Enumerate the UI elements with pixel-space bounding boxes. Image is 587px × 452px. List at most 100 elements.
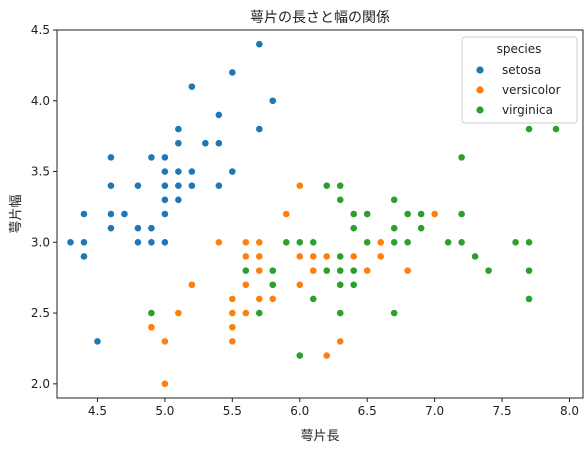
legend-box [461,36,578,124]
legend: species setosa versicolor virginica [461,36,578,124]
data-point-virginica [322,266,331,275]
data-point-setosa [93,337,102,346]
data-point-virginica [349,280,358,289]
data-point-versicolor [309,266,318,275]
data-point-versicolor [228,295,237,303]
x-tick-label: 7.0 [425,404,444,418]
data-point-versicolor [295,252,304,261]
legend-label-versicolor: versicolor [502,83,561,97]
data-point-setosa [107,153,115,162]
data-point-versicolor [241,238,250,247]
data-point-virginica [457,238,466,247]
data-point-setosa [107,224,115,233]
data-point-virginica [525,295,533,303]
data-point-virginica [349,224,358,233]
data-point-setosa [147,224,156,233]
data-point-virginica [484,266,493,275]
data-point-setosa [201,139,210,148]
y-tick-label: 2.5 [31,306,50,320]
data-point-virginica [390,309,399,317]
data-point-setosa [268,96,277,105]
data-point-virginica [295,351,304,360]
data-point-setosa [107,181,115,190]
y-tick-label: 2.0 [31,377,50,391]
data-point-setosa [160,181,169,190]
data-point-setosa [134,238,142,247]
x-tick-label: 6.5 [358,404,377,418]
data-point-virginica [349,266,358,275]
data-point-versicolor [322,252,331,261]
data-point-setosa [80,238,88,247]
data-point-setosa [107,210,115,218]
data-point-setosa [214,139,223,148]
data-point-virginica [390,238,399,247]
data-point-versicolor [336,337,345,346]
data-point-virginica [268,266,277,275]
data-point-virginica [457,210,466,218]
data-point-setosa [174,195,183,204]
points-layer [66,40,560,388]
data-point-versicolor [147,323,156,332]
data-point-virginica [268,280,277,289]
data-point-setosa [228,167,237,176]
data-point-versicolor [255,266,264,275]
data-point-virginica [255,309,264,317]
data-point-versicolor [255,238,264,247]
data-point-versicolor [255,295,264,303]
data-point-virginica [525,266,533,275]
data-point-virginica [295,238,304,247]
data-point-versicolor [241,252,250,261]
data-point-setosa [255,40,264,49]
x-tick-label: 8.0 [560,404,579,418]
data-point-setosa [147,153,156,162]
data-point-setosa [187,167,196,176]
data-point-virginica [363,210,372,218]
data-point-versicolor [228,337,237,346]
x-ticks: 4.5 5.0 5.5 6.0 6.5 7.0 7.5 8.0 [88,398,579,418]
data-point-virginica [471,252,480,261]
legend-title: species [497,42,542,56]
x-tick-label: 4.5 [88,404,107,418]
data-point-setosa [134,224,142,233]
data-point-setosa [187,82,196,91]
data-point-versicolor [160,337,169,346]
x-tick-label: 6.0 [290,404,309,418]
data-point-virginica [403,210,412,218]
data-point-versicolor [309,252,318,261]
legend-marker-setosa [476,66,484,74]
data-point-versicolor [268,295,277,303]
y-tick-label: 4.5 [31,23,50,37]
data-point-setosa [187,181,196,190]
legend-label-setosa: setosa [502,63,541,77]
legend-marker-virginica [476,106,484,114]
data-point-setosa [174,181,183,190]
data-point-virginica [403,238,412,247]
data-point-setosa [160,167,169,176]
chart-title: 萼片の長さと幅の関係 [250,10,390,26]
plot-frame [56,29,584,399]
legend-marker-versicolor [476,86,484,94]
data-point-setosa [160,153,169,162]
data-point-versicolor [295,181,304,190]
data-point-setosa [120,210,129,218]
data-point-versicolor [241,280,250,289]
x-tick-label: 5.5 [223,404,242,418]
data-point-versicolor [174,309,183,317]
data-point-virginica [241,266,250,275]
data-point-setosa [174,167,183,176]
data-point-setosa [160,238,169,247]
data-point-setosa [80,252,88,261]
x-tick-label: 7.5 [493,404,512,418]
data-point-versicolor [214,238,223,247]
data-point-versicolor [241,309,250,317]
x-axis-title: 萼片長 [300,429,339,444]
data-point-virginica [363,238,372,247]
data-point-versicolor [363,266,372,275]
data-point-virginica [417,210,426,218]
data-point-virginica [336,280,345,289]
data-point-versicolor [282,210,291,218]
data-point-versicolor [255,252,264,261]
data-point-setosa [174,125,183,133]
data-point-virginica [336,266,345,275]
